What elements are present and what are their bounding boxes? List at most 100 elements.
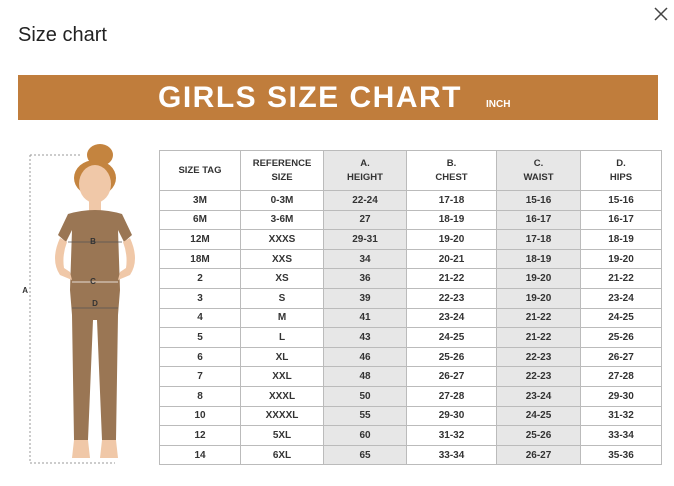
table-cell: 60 — [323, 425, 407, 446]
figure-label: C — [90, 277, 96, 286]
table-cell: 22-24 — [323, 190, 407, 211]
table-cell: 23-24 — [406, 307, 497, 329]
table-row: 6 XL 46 25-26 22-23 26-27 — [159, 346, 662, 368]
table-cell: 48 — [323, 366, 407, 387]
table-cell: 46 — [323, 346, 407, 368]
header-text: D. — [616, 157, 626, 169]
table-cell: 19-20 — [496, 287, 581, 309]
table-cell: 33-34 — [406, 444, 497, 466]
header-text: CHEST — [435, 171, 468, 183]
table-cell: 27-28 — [580, 366, 662, 387]
table-cell: 22-23 — [406, 287, 497, 309]
table-row: 18M XXS 34 20-21 18-19 19-20 — [159, 248, 662, 270]
table-cell: 41 — [323, 307, 407, 329]
table-cell: 27-28 — [406, 385, 497, 407]
table-row: 5 L 43 24-25 21-22 25-26 — [159, 327, 662, 348]
table-cell: 0-3M — [240, 190, 324, 211]
table-row: 3M 0-3M 22-24 17-18 15-16 15-16 — [159, 190, 662, 211]
table-cell: 5XL — [240, 425, 324, 446]
table-cell: 21-22 — [406, 268, 497, 289]
table-cell: 55 — [323, 405, 407, 427]
banner: GIRLS SIZE CHART INCH — [18, 75, 658, 120]
header-cell: D. HIPS — [580, 150, 662, 191]
header-text: A. — [360, 157, 370, 169]
table-cell: 23-24 — [580, 287, 662, 309]
table-cell: 24-25 — [580, 307, 662, 329]
table-cell: M — [240, 307, 324, 329]
table-row: 12 5XL 60 31-32 25-26 33-34 — [159, 425, 662, 446]
banner-unit: INCH — [486, 99, 511, 110]
table-cell: 15-16 — [580, 190, 662, 211]
table-cell: 34 — [323, 248, 407, 270]
table-row: 8 XXXL 50 27-28 23-24 29-30 — [159, 385, 662, 407]
table-cell: XL — [240, 346, 324, 368]
header-text: HIPS — [609, 171, 633, 183]
close-button[interactable] — [652, 5, 670, 23]
header-text: C. — [533, 157, 544, 169]
table-cell: 16-17 — [496, 209, 581, 231]
table-cell: 20-21 — [406, 248, 497, 270]
banner-title: GIRLS SIZE CHART — [158, 81, 463, 114]
header-cell: C. WAIST — [496, 150, 581, 191]
table-cell: 27 — [323, 209, 407, 231]
table-cell: 26-27 — [496, 444, 581, 466]
table-cell: 7 — [159, 366, 241, 387]
table-cell: S — [240, 287, 324, 309]
table-cell: 25-26 — [580, 327, 662, 348]
table-cell: 25-26 — [496, 425, 581, 446]
dialog-title: Size chart — [18, 24, 107, 46]
table-cell: 8 — [159, 385, 241, 407]
table-cell: L — [240, 327, 324, 348]
table-cell: 22-23 — [496, 346, 581, 368]
table-cell: 31-32 — [580, 405, 662, 427]
figure-label: D — [92, 299, 98, 308]
table-cell: XXL — [240, 366, 324, 387]
header-text: WAIST — [523, 171, 554, 183]
table-cell: 2 — [159, 268, 241, 289]
table-cell: 19-20 — [406, 229, 497, 250]
table-row: 7 XXL 48 26-27 22-23 27-28 — [159, 366, 662, 387]
table-cell: 10 — [159, 405, 241, 427]
table-cell: 18-19 — [580, 229, 662, 250]
table-cell: 29-31 — [323, 229, 407, 250]
table-cell: 18-19 — [496, 248, 581, 270]
table-cell: 26-27 — [406, 366, 497, 387]
table-row: 3 S 39 22-23 19-20 23-24 — [159, 287, 662, 309]
table-cell: XXS — [240, 248, 324, 270]
table-cell: 4 — [159, 307, 241, 329]
table-cell: 3M — [159, 190, 241, 211]
table-cell: 31-32 — [406, 425, 497, 446]
header-text: B. — [446, 157, 457, 169]
table-cell: 29-30 — [406, 405, 497, 427]
table-row: 12M XXXS 29-31 19-20 17-18 18-19 — [159, 229, 662, 250]
table-cell: 14 — [159, 444, 241, 466]
header-text: REFERENCE — [252, 157, 312, 169]
table-cell: 19-20 — [580, 248, 662, 270]
table-cell: 15-16 — [496, 190, 581, 211]
table-cell: 24-25 — [406, 327, 497, 348]
table-cell: XS — [240, 268, 324, 289]
table-row: 4 M 41 23-24 21-22 24-25 — [159, 307, 662, 329]
table-cell: 3 — [159, 287, 241, 309]
table-cell: 22-23 — [496, 366, 581, 387]
size-table: SIZE TAG REFERENCE SIZE A. HEIGHT B. CHEST C. WA… — [159, 150, 662, 466]
header-text: SIZE TAG — [178, 164, 222, 176]
table-cell: 17-18 — [496, 229, 581, 250]
header-cell: A. HEIGHT — [323, 150, 407, 191]
table-cell: 50 — [323, 385, 407, 407]
table-cell: 17-18 — [406, 190, 497, 211]
figure-label: B — [90, 237, 96, 246]
table-cell: 39 — [323, 287, 407, 309]
table-cell: 21-22 — [496, 307, 581, 329]
table-cell: 24-25 — [496, 405, 581, 427]
table-cell: 23-24 — [496, 385, 581, 407]
table-cell: 35-36 — [580, 444, 662, 466]
table-row: 6M 3-6M 27 18-19 16-17 16-17 — [159, 209, 662, 231]
table-cell: 12 — [159, 425, 241, 446]
header-cell: REFERENCE SIZE — [240, 150, 324, 191]
table-row: 10 XXXXL 55 29-30 24-25 31-32 — [159, 405, 662, 427]
table-cell: 36 — [323, 268, 407, 289]
table-row: 14 6XL 65 33-34 26-27 35-36 — [159, 444, 662, 466]
header-text: HEIGHT — [347, 171, 383, 183]
